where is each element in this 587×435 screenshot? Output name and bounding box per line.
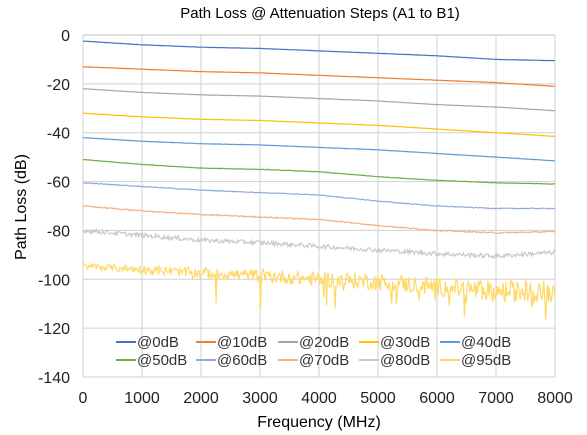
x-tick-label: 3000 bbox=[242, 390, 278, 407]
x-tick-label: 8000 bbox=[537, 390, 573, 407]
legend-label: @20dB bbox=[299, 334, 349, 351]
legend: @0dB @10dB @20dB @30dB @40dB @50dB @60dB @70dB @… bbox=[116, 334, 511, 369]
x-tick-label: 5000 bbox=[360, 390, 396, 407]
legend-label: @10dB bbox=[217, 334, 267, 351]
legend-item-10dB: @10dB bbox=[196, 334, 267, 351]
series-line-20dB bbox=[82, 88, 556, 112]
legend-label: @0dB bbox=[137, 334, 179, 351]
legend-label: @95dB bbox=[461, 352, 511, 369]
legend-item-30dB: @30dB bbox=[359, 334, 430, 351]
series-line-40dB bbox=[82, 136, 555, 162]
y-tick-label: -100 bbox=[38, 272, 70, 289]
x-tick-label: 4000 bbox=[301, 390, 337, 407]
y-axis-title: Path Loss (dB) bbox=[13, 154, 30, 260]
legend-label: @70dB bbox=[299, 352, 349, 369]
legend-label: @80dB bbox=[380, 352, 430, 369]
series-line-95dB bbox=[82, 262, 556, 321]
y-tick-label: -140 bbox=[38, 370, 70, 387]
x-axis-title: Frequency (MHz) bbox=[257, 414, 381, 431]
series-line-0dB bbox=[82, 40, 556, 62]
series-line-30dB bbox=[82, 112, 556, 138]
legend-label: @30dB bbox=[380, 334, 430, 351]
series-line-50dB bbox=[82, 158, 555, 185]
chart-title: Path Loss @ Attenuation Steps (A1 to B1) bbox=[180, 5, 460, 22]
x-tick-label: 1000 bbox=[124, 390, 160, 407]
y-tick-label: -120 bbox=[38, 321, 70, 338]
legend-item-95dB: @95dB bbox=[440, 352, 511, 369]
legend-item-60dB: @60dB bbox=[196, 352, 267, 369]
y-tick-label: -60 bbox=[47, 175, 70, 192]
y-tick-label: -40 bbox=[47, 126, 70, 143]
legend-label: @50dB bbox=[137, 352, 187, 369]
y-tick-label: -80 bbox=[47, 223, 70, 240]
legend-item-0dB: @0dB bbox=[116, 334, 179, 351]
y-tick-label: -20 bbox=[47, 77, 70, 94]
x-tick-label: 6000 bbox=[419, 390, 455, 407]
series-line-60dB bbox=[82, 182, 556, 210]
legend-item-70dB: @70dB bbox=[278, 352, 349, 369]
legend-item-50dB: @50dB bbox=[116, 352, 187, 369]
legend-item-40dB: @40dB bbox=[440, 334, 511, 351]
series-line-70dB bbox=[82, 204, 555, 235]
grid-lines bbox=[82, 34, 556, 378]
series-line-10dB bbox=[82, 66, 556, 87]
legend-label: @40dB bbox=[461, 334, 511, 351]
legend-item-80dB: @80dB bbox=[359, 352, 430, 369]
y-tick-label: 0 bbox=[61, 28, 70, 45]
x-tick-label: 2000 bbox=[183, 390, 219, 407]
series-line-80dB bbox=[82, 227, 556, 260]
x-tick-label: 0 bbox=[79, 390, 88, 407]
legend-label: @60dB bbox=[217, 352, 267, 369]
x-tick-labels: 0 1000 2000 3000 4000 5000 6000 7000 8000 bbox=[79, 390, 573, 407]
x-tick-label: 7000 bbox=[478, 390, 514, 407]
y-tick-labels: 0 -20 -40 -60 -80 -100 -120 -140 bbox=[38, 28, 70, 387]
series-lines bbox=[82, 40, 556, 321]
legend-item-20dB: @20dB bbox=[278, 334, 349, 351]
